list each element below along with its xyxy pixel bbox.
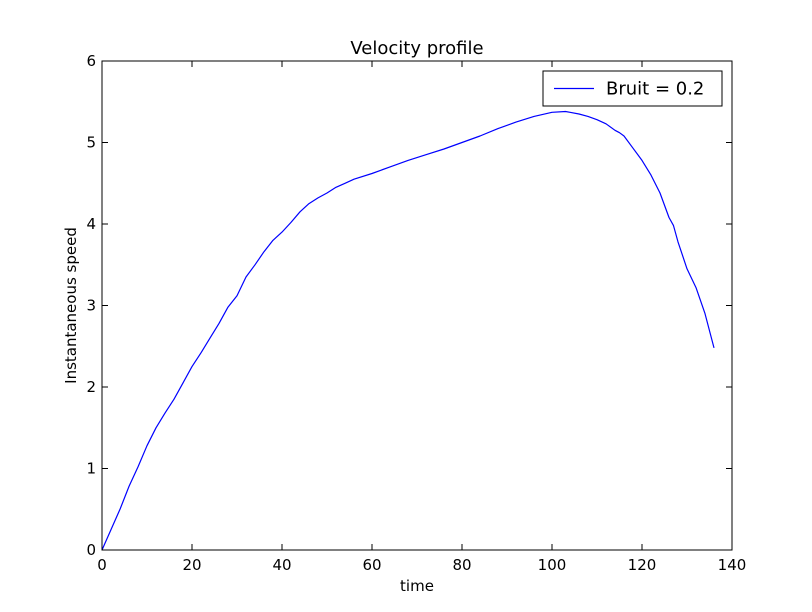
y-tick-label: 5	[86, 134, 96, 152]
x-tick-label: 100	[538, 556, 567, 574]
plot-frame	[101, 60, 733, 551]
y-tick-label: 3	[86, 297, 96, 315]
legend-label: Bruit = 0.2	[606, 79, 704, 100]
x-tick-label: 120	[628, 556, 657, 574]
chart-title: Velocity profile	[350, 38, 483, 59]
legend: Bruit = 0.2	[542, 70, 723, 107]
ticks-layer: 0 20 40 60 80 100 120 140 0 1 2 3 4 5 6	[86, 52, 746, 574]
y-tick-label: 0	[86, 541, 96, 559]
y-tick-label: 4	[86, 215, 96, 233]
x-axis-title: time	[400, 577, 434, 595]
x-tick-label: 0	[97, 556, 107, 574]
x-tick-label: 140	[718, 556, 747, 574]
y-axis-title: Instantaneous speed	[62, 227, 80, 384]
x-tick-label: 20	[182, 556, 201, 574]
series-layer	[101, 110, 715, 551]
x-tick-label: 60	[362, 556, 381, 574]
x-tick-label: 40	[272, 556, 291, 574]
y-tick-label: 2	[86, 378, 96, 396]
x-tick-label: 80	[452, 556, 471, 574]
series-line	[101, 110, 715, 551]
y-tick-label: 6	[86, 52, 96, 70]
y-tick-label: 1	[86, 460, 96, 478]
